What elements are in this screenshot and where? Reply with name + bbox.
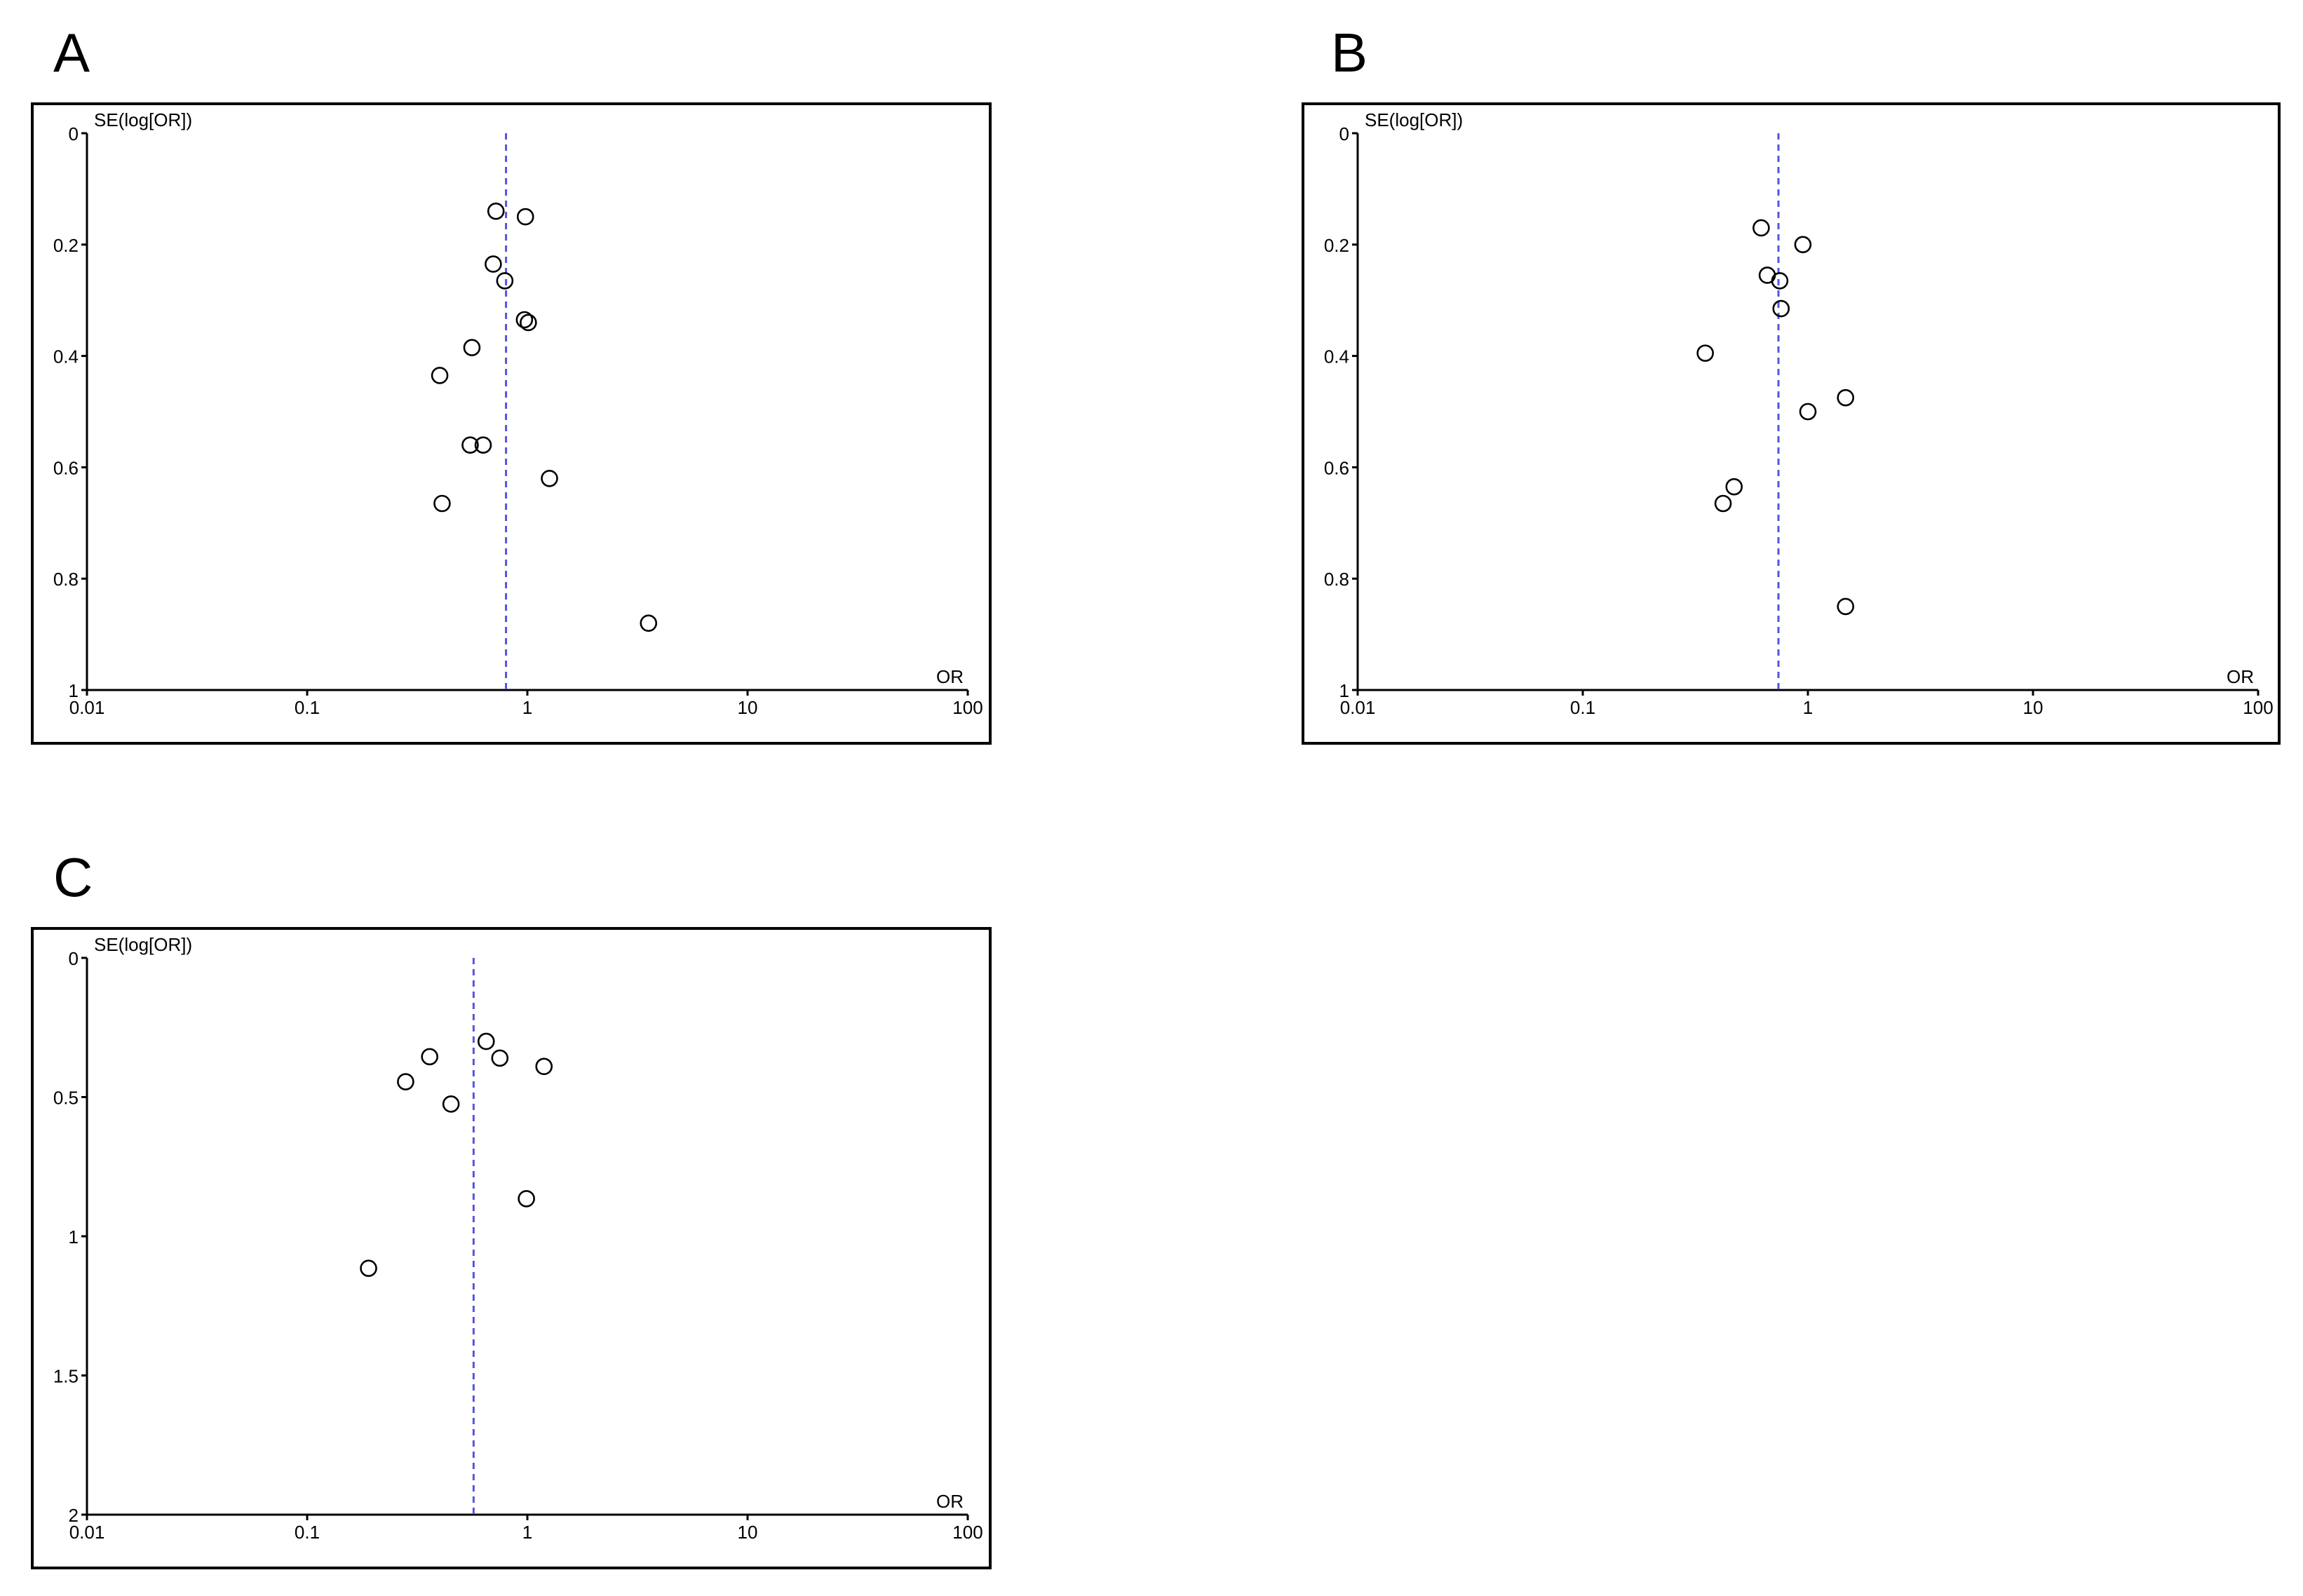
study-point xyxy=(487,202,505,220)
study-point xyxy=(1799,403,1817,421)
study-point xyxy=(1725,478,1743,496)
panel-label-a: A xyxy=(53,22,90,83)
x-tick-label: 0.1 xyxy=(295,1522,320,1543)
x-tick-label: 0.1 xyxy=(1570,697,1595,718)
study-point xyxy=(477,1032,495,1050)
study-point xyxy=(433,494,451,513)
x-axis-title: OR xyxy=(936,1491,964,1512)
y-tick-label: 0 xyxy=(69,123,79,144)
y-tick-label: 0.6 xyxy=(53,457,79,478)
study-point xyxy=(461,436,479,454)
x-tick-label: 1 xyxy=(522,1522,532,1543)
x-axis-title: OR xyxy=(936,666,964,687)
y-axis-title: SE(log[OR]) xyxy=(94,109,192,130)
y-tick-label: 0.4 xyxy=(53,346,79,367)
study-point xyxy=(474,436,492,454)
study-point xyxy=(535,1057,553,1076)
funnel-plot-a: 0 0.2 0.4 0.6 0.8 1 0.01 0.1 1 10 100 SE(log[OR]) OR xyxy=(31,102,992,745)
x-tick-label: 1 xyxy=(1803,697,1813,718)
y-tick-label: 0.4 xyxy=(1324,346,1349,367)
study-point xyxy=(1837,597,1855,616)
study-point xyxy=(1794,236,1812,254)
study-point xyxy=(442,1095,460,1113)
y-tick-label: 1 xyxy=(1339,680,1349,701)
x-tick-label: 1 xyxy=(522,697,532,718)
x-tick-label: 0.01 xyxy=(1340,697,1376,718)
y-axis-title: SE(log[OR]) xyxy=(94,934,192,955)
x-tick-label: 0.1 xyxy=(295,697,320,718)
study-point xyxy=(640,614,658,633)
study-point xyxy=(496,272,514,290)
study-point xyxy=(1752,219,1770,237)
y-tick-label: 2 xyxy=(69,1505,79,1526)
study-point xyxy=(397,1073,414,1090)
study-point xyxy=(520,313,537,332)
study-point xyxy=(516,208,534,226)
panel-label-c: C xyxy=(53,846,93,908)
x-tick-label: 0.01 xyxy=(69,697,105,718)
study-point xyxy=(1837,388,1855,407)
study-point xyxy=(491,1049,509,1067)
y-tick-label: 0.5 xyxy=(53,1088,79,1109)
y-axis-title: SE(log[OR]) xyxy=(1365,109,1463,130)
study-point xyxy=(463,339,481,356)
funnel-plot-c: 0 0.5 1 1.5 2 0.01 0.1 1 10 100 SE(log[OR]) OR xyxy=(31,927,992,1569)
panel-label-b: B xyxy=(1331,22,1368,83)
x-tick-label: 10 xyxy=(738,1522,758,1543)
study-point xyxy=(360,1259,377,1277)
study-point xyxy=(1714,494,1732,513)
y-tick-label: 1 xyxy=(69,1226,79,1247)
y-tick-label: 1.5 xyxy=(53,1366,79,1387)
y-tick-label: 0.8 xyxy=(53,569,79,590)
study-point xyxy=(431,367,449,384)
y-tick-label: 0.8 xyxy=(1324,569,1349,590)
study-point xyxy=(515,311,534,329)
y-tick-label: 0.2 xyxy=(1324,235,1349,256)
y-tick-label: 1 xyxy=(69,680,79,701)
x-axis-title: OR xyxy=(2227,666,2254,687)
study-point xyxy=(1771,272,1789,290)
study-point xyxy=(1696,344,1714,362)
x-tick-label: 100 xyxy=(952,697,982,718)
y-tick-label: 0 xyxy=(1339,123,1349,144)
funnel-plot-c-svg: 0 0.5 1 1.5 20.01 0.1 1 10 100 SE(log[OR]) OR xyxy=(53,934,983,1543)
y-tick-label: 0.6 xyxy=(1324,457,1349,478)
study-point xyxy=(1772,299,1790,318)
study-point xyxy=(421,1048,438,1066)
x-tick-label: 10 xyxy=(738,697,758,718)
x-tick-label: 0.01 xyxy=(69,1522,105,1543)
study-point xyxy=(485,255,502,273)
x-tick-label: 100 xyxy=(2243,697,2273,718)
y-tick-label: 0.2 xyxy=(53,235,79,256)
study-point xyxy=(518,1190,535,1208)
study-point xyxy=(541,469,558,487)
x-tick-label: 10 xyxy=(2023,697,2044,718)
funnel-plot-b: 0 0.2 0.4 0.6 0.8 1 0.01 0.1 1 10 100 SE(log[OR]) OR xyxy=(1302,102,2281,745)
x-tick-label: 100 xyxy=(952,1522,982,1543)
y-tick-label: 0 xyxy=(69,948,79,969)
